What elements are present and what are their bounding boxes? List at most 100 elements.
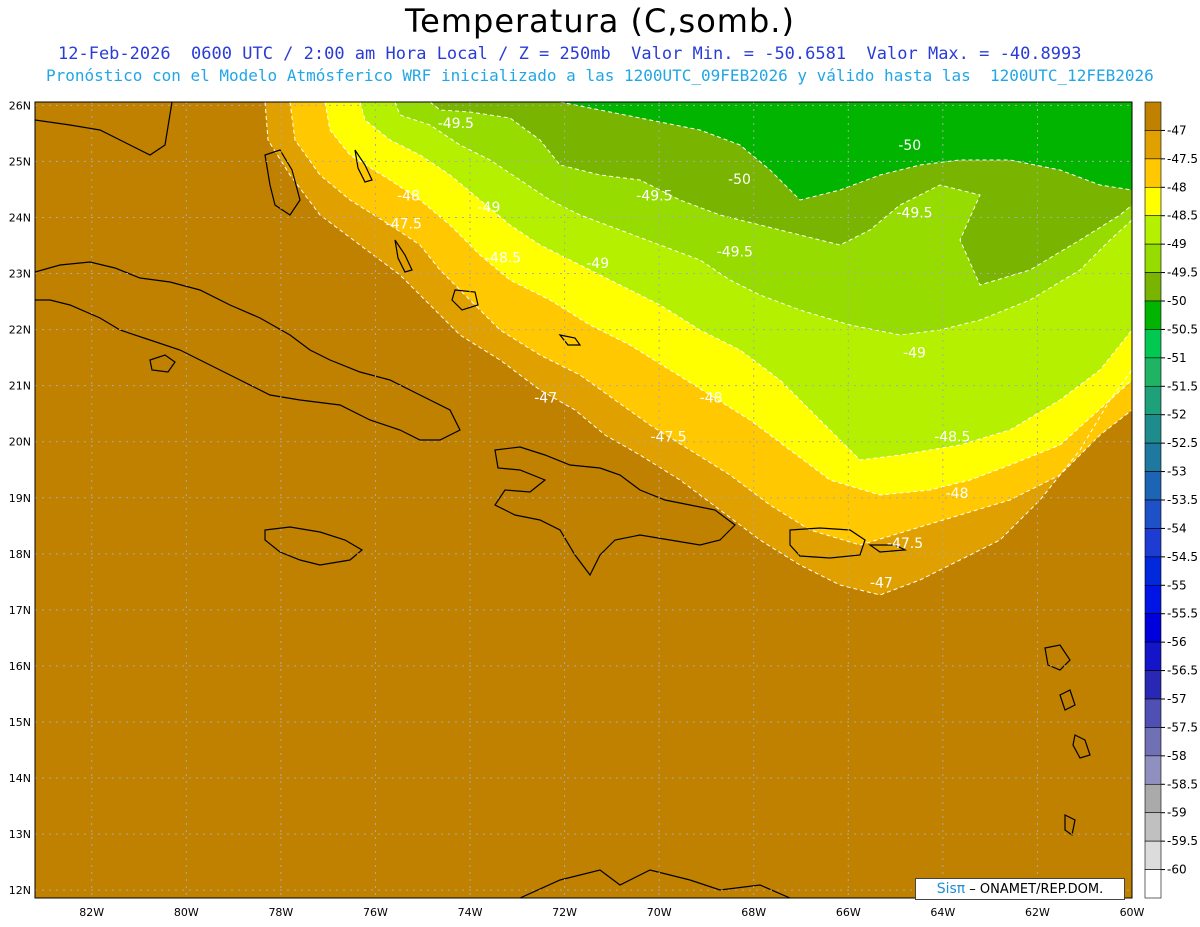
colorbar-swatch [1144, 613, 1162, 643]
contour-label: -48 [397, 189, 420, 205]
credit-brand: Sisπ [936, 881, 966, 897]
colorbar-label: -48 [1167, 180, 1187, 194]
virgin-islands [868, 544, 908, 553]
lon-tick-label: 68W [741, 906, 766, 919]
colorbar-swatch [1144, 442, 1162, 472]
colorbar-swatch [1144, 300, 1162, 330]
lon-tick-label: 76W [363, 906, 388, 919]
colorbar-swatch [1144, 414, 1162, 444]
lat-tick-label: 17N [9, 604, 31, 617]
subtitle-timestamp: 12-Feb-2026 0600 UTC / 2:00 am Hora Loca… [58, 44, 1082, 64]
bahamas-long [394, 239, 413, 273]
colorbar-swatch [1144, 584, 1162, 615]
contour-labels: -49.5 -50 -50 -49.5 -49.5 -49 -48 -47.5 -49.5 -48… [386, 116, 971, 592]
lon-tick-label: 82W [79, 906, 104, 919]
chart-title: Temperatura (C,somb.) [405, 2, 795, 40]
lat-tick-label: 23N [9, 268, 31, 281]
lat-tick-label: 12N [9, 884, 31, 897]
colorbar-label: -57 [1167, 692, 1187, 706]
lon-tick-label: 62W [1025, 906, 1050, 919]
gridlines [35, 102, 1132, 898]
colorbar-swatch [1144, 357, 1162, 387]
colorbar-swatch [1144, 812, 1162, 842]
turks-islands [558, 334, 582, 346]
colorbar-label: -51.5 [1167, 379, 1198, 393]
colorbar-label: -47.5 [1167, 152, 1198, 166]
lat-tick-label: 20N [9, 436, 31, 449]
lon-tick-label: 78W [268, 906, 293, 919]
contour-label: -48.5 [934, 430, 970, 446]
colorbar-swatch [1144, 215, 1162, 245]
colorbar-swatch [1144, 840, 1162, 870]
colorbar-label: -54 [1167, 521, 1187, 535]
contour-label: -50 [728, 172, 751, 188]
band-50-5 [560, 102, 1132, 200]
colorbar-label: -49 [1167, 237, 1187, 251]
colorbar-label: -57.5 [1167, 720, 1198, 734]
colorbar-swatch [1144, 755, 1162, 785]
colorbar-label: -59.5 [1167, 834, 1198, 848]
contour-label: -49 [586, 256, 609, 272]
contour-label: -48 [700, 390, 723, 406]
contour-label: -49 [477, 200, 500, 216]
credit-text: – ONAMET/REP.DOM. [969, 881, 1104, 897]
contour-label: -48 [946, 486, 969, 502]
bahamas-eleuthera [354, 149, 373, 183]
map-frame: -49.5 -50 -50 -49.5 -49.5 -49 -48 -47.5 -49.5 -48… [9, 99, 1145, 919]
lat-tick-label: 15N [9, 716, 31, 729]
contour-label: -49.5 [438, 116, 474, 132]
colorbar-label: -56.5 [1167, 664, 1198, 678]
lon-tick-label: 72W [552, 906, 577, 919]
colorbar-label: -49.5 [1167, 266, 1198, 280]
puerto-rico-coast [789, 527, 866, 559]
lat-axis-labels: 26N 25N 24N 23N 22N 21N 20N 19N 18N 17N 16N 15N 14N 1… [9, 99, 31, 897]
lat-tick-label: 25N [9, 155, 31, 168]
colorbar-swatch [1144, 101, 1162, 131]
colorbar-swatch [1144, 698, 1162, 728]
contour-label: -49.5 [896, 205, 932, 221]
colorbar-label: -53 [1167, 465, 1187, 479]
contour-label: -49 [903, 346, 926, 362]
credit-box: Sisπ – ONAMET/REP.DOM. [915, 878, 1125, 900]
colorbar-label: -58 [1167, 749, 1187, 763]
colorbar-swatch [1144, 556, 1162, 586]
florida-coast [35, 102, 173, 156]
lesser-antilles-4 [1064, 814, 1076, 837]
lat-tick-label: 21N [9, 380, 31, 393]
lat-tick-label: 24N [9, 211, 31, 224]
colorbar-label: -60 [1167, 863, 1187, 877]
contour-label: -49.5 [636, 189, 672, 205]
contour-label: -50 [898, 138, 921, 154]
colorbar-swatch [1144, 130, 1162, 160]
lat-tick-label: 19N [9, 492, 31, 505]
lat-tick-label: 22N [9, 324, 31, 337]
colorbar-label: -50 [1167, 294, 1187, 308]
lon-tick-label: 60W [1120, 906, 1145, 919]
colorbar-swatch [1144, 869, 1162, 899]
lat-tick-label: 26N [9, 99, 31, 112]
contour-label: -47 [534, 390, 557, 406]
colorbar-label: -52 [1167, 408, 1187, 422]
bahamas-andros [264, 149, 301, 216]
contour-label: -48.5 [485, 250, 521, 266]
colorbar-swatch [1144, 329, 1162, 359]
bahamas-inagua [451, 289, 479, 311]
lon-tick-label: 64W [930, 906, 955, 919]
lon-tick-label: 66W [836, 906, 861, 919]
colorbar-swatch [1144, 670, 1162, 700]
colorbar-swatch [1144, 385, 1162, 416]
lat-tick-label: 16N [9, 660, 31, 673]
contour-lines [264, 102, 1132, 596]
lat-tick-label: 13N [9, 828, 31, 841]
contour-label: -47.5 [887, 536, 923, 552]
lon-tick-label: 74W [458, 906, 483, 919]
colorbar-label: -50.5 [1167, 322, 1198, 336]
venezuela-coast [519, 869, 791, 898]
lon-axis-labels: 82W 80W 78W 76W 74W 72W 70W 68W 66W 64W 62W 60W [79, 906, 1144, 919]
lesser-antilles-2 [1059, 689, 1076, 711]
colorbar-label: -58.5 [1167, 777, 1198, 791]
colorbar-swatch [1144, 272, 1162, 302]
colorbar-label: -54.5 [1167, 550, 1198, 564]
contour-label: -49.5 [717, 245, 753, 261]
contour-label: -47 [870, 575, 893, 591]
